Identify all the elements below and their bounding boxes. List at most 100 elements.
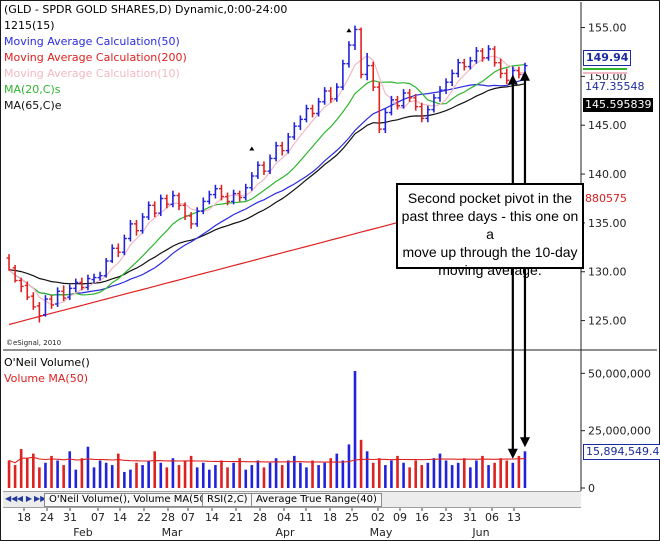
ohlc-bar (255, 161, 261, 179)
ohlc-bar (285, 133, 291, 154)
pivot-arrow-head-down (507, 448, 518, 459)
volume-bar (195, 467, 199, 488)
price-tick-label: 130.00 (588, 266, 627, 279)
ohlc-bar (425, 105, 431, 123)
ohlc-bar (170, 190, 176, 208)
ohlc-bar (42, 295, 48, 317)
volume-bar (165, 467, 169, 488)
volume-bar (462, 458, 466, 488)
ma10-line (8, 54, 526, 306)
x-day-label: 04 (277, 511, 291, 524)
last-price-tag: 149.94 (583, 50, 632, 66)
volume-title: O'Neil Volume() (4, 356, 90, 369)
legend-ma10: Moving Average Calculation(10) (4, 67, 180, 80)
x-day-label: 25 (345, 511, 359, 524)
annotation-callout: Second pocket pivot in the past three da… (396, 183, 584, 278)
volume-bar (129, 469, 132, 488)
ohlc-bar (382, 108, 388, 134)
ohlc-bar (473, 47, 479, 64)
legend-ma200: Moving Average Calculation(200) (4, 51, 187, 64)
tab-scroll-prev-icon[interactable]: ◀ (16, 494, 24, 503)
volume-bar (384, 465, 387, 488)
volume-bar (341, 460, 345, 488)
legend-ma20: MA(20,C)s (4, 83, 61, 96)
tab-rsi[interactable]: RSI(2,C) (202, 493, 253, 507)
volume-bar (244, 469, 248, 488)
volume-bar (86, 446, 90, 488)
volume-bar (32, 453, 35, 488)
ohlc-bar (49, 295, 55, 309)
ohlc-bar (18, 277, 24, 293)
volume-bar (238, 458, 241, 488)
volume-bar (110, 465, 114, 488)
x-day-label: 24 (40, 511, 54, 524)
ma10-series (8, 54, 526, 306)
ohlc-bar (200, 197, 206, 215)
x-day-label: 09 (393, 511, 407, 524)
volume-bar (171, 458, 175, 488)
volume-bar (390, 460, 393, 488)
volume-bar (19, 449, 23, 488)
volume-bar (493, 462, 496, 488)
x-day-label: 16 (415, 511, 429, 524)
tab-scroll-last-icon[interactable]: ▶▶ (34, 494, 47, 503)
tab-oneil-volume[interactable]: O'Neil Volume(), Volume MA(50) (44, 493, 215, 507)
annotation-line: Second pocket pivot in the (407, 190, 573, 206)
ohlc-bar (413, 93, 419, 111)
x-day-label: 14 (113, 511, 127, 524)
ohlc-bar (340, 59, 346, 91)
ohlc-bar (504, 68, 510, 85)
ohlc-bar (73, 278, 79, 293)
volume-bar (305, 467, 308, 488)
pivot-arrow-head-up (519, 70, 530, 81)
ohlc-bar (443, 78, 449, 94)
ohlc-bar (152, 201, 158, 218)
volume-bar (377, 458, 381, 488)
price-tick-label: 140.00 (588, 168, 627, 181)
x-month-label: Jun (471, 526, 489, 539)
ohlc-bar (121, 234, 127, 256)
volume-bar (517, 455, 521, 488)
volume-bar (38, 467, 41, 488)
volume-bar (335, 453, 339, 488)
annotation-line: moving average. (438, 262, 542, 278)
x-month-label: Mar (162, 526, 183, 539)
volume-bar (104, 462, 108, 488)
tab-scroll-first-icon[interactable]: ◀◀ (5, 494, 18, 503)
volume-bar (68, 451, 72, 488)
ohlc-bar (146, 201, 152, 220)
volume-bar (80, 458, 84, 488)
ohlc-bar (182, 202, 188, 220)
tab-average-true-range[interactable]: Average True Range(40) (251, 493, 382, 507)
legend-ma50: Moving Average Calculation(50) (4, 35, 180, 48)
ohlc-bar (249, 172, 255, 191)
x-day-label: 07 (181, 511, 195, 524)
ohlc-bar (437, 86, 443, 102)
ohlc-bar (36, 302, 42, 323)
annotation-line: move up through the 10-day (402, 244, 578, 260)
ohlc-bar (79, 277, 85, 291)
tab-scroll-next-icon[interactable]: ▶ (25, 494, 33, 503)
volume-bar (62, 465, 65, 488)
volume-bar (317, 465, 320, 488)
ohlc-bar (237, 190, 243, 202)
volume-bar (365, 451, 369, 488)
ohlc-bar (231, 189, 237, 205)
ohlc-bar (103, 258, 109, 278)
x-day-label: 07 (91, 511, 105, 524)
volume-ma-label: Volume MA(50) (4, 372, 89, 385)
volume-bar (262, 467, 266, 488)
volume-bar (371, 462, 375, 488)
ohlc-bar (467, 56, 473, 70)
ohlc-bar (419, 102, 425, 123)
x-day-label: 18 (17, 511, 31, 524)
ohlc-bar (85, 274, 91, 291)
ohlc-bar (492, 46, 498, 67)
ohlc-bar (97, 271, 103, 281)
volume-bar (432, 458, 436, 488)
volume-bar (359, 439, 363, 488)
ohlc-bar (516, 66, 522, 79)
ohlc-bar (61, 285, 67, 302)
ohlc-bar (316, 97, 322, 117)
